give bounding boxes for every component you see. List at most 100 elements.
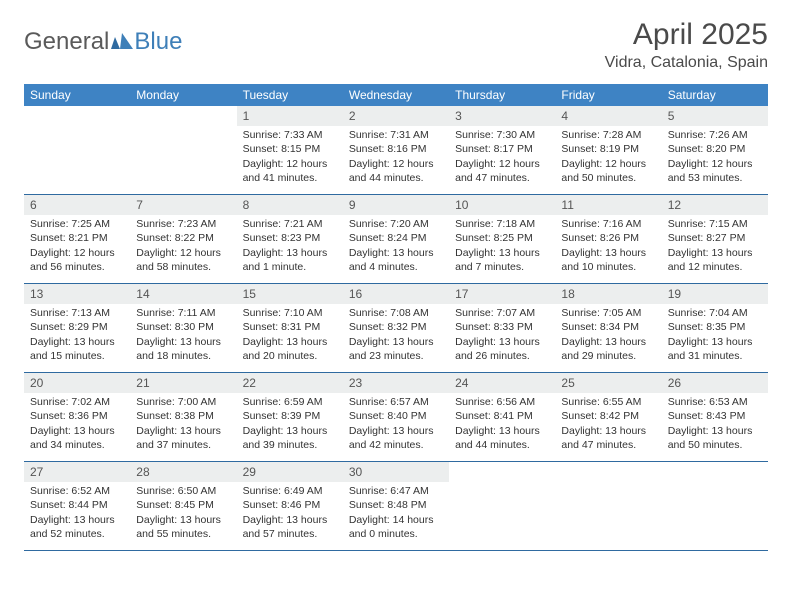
day-cell: 25Sunrise: 6:55 AMSunset: 8:42 PMDayligh…: [555, 373, 661, 461]
weekday-header: Wednesday: [343, 84, 449, 106]
header: General Blue April 2025 Vidra, Catalonia…: [24, 18, 768, 72]
day-cell: 27Sunrise: 6:52 AMSunset: 8:44 PMDayligh…: [24, 462, 130, 550]
day-cell: [130, 106, 236, 194]
week-row: 20Sunrise: 7:02 AMSunset: 8:36 PMDayligh…: [24, 373, 768, 462]
day-cell: [24, 106, 130, 194]
day-number: 30: [343, 462, 449, 482]
day-number: 14: [130, 284, 236, 304]
day-cell: 4Sunrise: 7:28 AMSunset: 8:19 PMDaylight…: [555, 106, 661, 194]
day-number: 21: [130, 373, 236, 393]
day-number: 24: [449, 373, 555, 393]
day-cell: 8Sunrise: 7:21 AMSunset: 8:23 PMDaylight…: [237, 195, 343, 283]
day-details: Sunrise: 7:20 AMSunset: 8:24 PMDaylight:…: [343, 217, 449, 274]
day-number: 13: [24, 284, 130, 304]
day-cell: 21Sunrise: 7:00 AMSunset: 8:38 PMDayligh…: [130, 373, 236, 461]
day-details: Sunrise: 7:13 AMSunset: 8:29 PMDaylight:…: [24, 306, 130, 363]
day-cell: 6Sunrise: 7:25 AMSunset: 8:21 PMDaylight…: [24, 195, 130, 283]
day-cell: 7Sunrise: 7:23 AMSunset: 8:22 PMDaylight…: [130, 195, 236, 283]
day-cell: 20Sunrise: 7:02 AMSunset: 8:36 PMDayligh…: [24, 373, 130, 461]
day-details: Sunrise: 7:26 AMSunset: 8:20 PMDaylight:…: [662, 128, 768, 185]
week-row: 1Sunrise: 7:33 AMSunset: 8:15 PMDaylight…: [24, 106, 768, 195]
day-cell: 13Sunrise: 7:13 AMSunset: 8:29 PMDayligh…: [24, 284, 130, 372]
day-number: 8: [237, 195, 343, 215]
day-cell: [555, 462, 661, 550]
day-cell: 23Sunrise: 6:57 AMSunset: 8:40 PMDayligh…: [343, 373, 449, 461]
logo-text-general: General: [24, 28, 109, 56]
day-details: Sunrise: 7:11 AMSunset: 8:30 PMDaylight:…: [130, 306, 236, 363]
day-details: Sunrise: 7:25 AMSunset: 8:21 PMDaylight:…: [24, 217, 130, 274]
day-details: Sunrise: 6:50 AMSunset: 8:45 PMDaylight:…: [130, 484, 236, 541]
day-cell: 30Sunrise: 6:47 AMSunset: 8:48 PMDayligh…: [343, 462, 449, 550]
day-details: Sunrise: 7:28 AMSunset: 8:19 PMDaylight:…: [555, 128, 661, 185]
day-number: 16: [343, 284, 449, 304]
day-cell: [449, 462, 555, 550]
day-cell: 5Sunrise: 7:26 AMSunset: 8:20 PMDaylight…: [662, 106, 768, 194]
day-details: Sunrise: 7:16 AMSunset: 8:26 PMDaylight:…: [555, 217, 661, 274]
day-cell: 15Sunrise: 7:10 AMSunset: 8:31 PMDayligh…: [237, 284, 343, 372]
day-cell: [662, 462, 768, 550]
day-number: 15: [237, 284, 343, 304]
day-details: Sunrise: 6:52 AMSunset: 8:44 PMDaylight:…: [24, 484, 130, 541]
day-cell: 18Sunrise: 7:05 AMSunset: 8:34 PMDayligh…: [555, 284, 661, 372]
day-number: 20: [24, 373, 130, 393]
weekday-header: Thursday: [449, 84, 555, 106]
day-number: 18: [555, 284, 661, 304]
day-details: Sunrise: 7:18 AMSunset: 8:25 PMDaylight:…: [449, 217, 555, 274]
day-details: Sunrise: 6:53 AMSunset: 8:43 PMDaylight:…: [662, 395, 768, 452]
week-row: 13Sunrise: 7:13 AMSunset: 8:29 PMDayligh…: [24, 284, 768, 373]
day-number: 11: [555, 195, 661, 215]
day-details: Sunrise: 7:31 AMSunset: 8:16 PMDaylight:…: [343, 128, 449, 185]
day-cell: 24Sunrise: 6:56 AMSunset: 8:41 PMDayligh…: [449, 373, 555, 461]
day-number: 28: [130, 462, 236, 482]
day-details: Sunrise: 7:02 AMSunset: 8:36 PMDaylight:…: [24, 395, 130, 452]
day-cell: 22Sunrise: 6:59 AMSunset: 8:39 PMDayligh…: [237, 373, 343, 461]
day-number: 6: [24, 195, 130, 215]
day-details: Sunrise: 6:49 AMSunset: 8:46 PMDaylight:…: [237, 484, 343, 541]
day-cell: 19Sunrise: 7:04 AMSunset: 8:35 PMDayligh…: [662, 284, 768, 372]
day-details: Sunrise: 6:55 AMSunset: 8:42 PMDaylight:…: [555, 395, 661, 452]
day-number: 4: [555, 106, 661, 126]
day-cell: 26Sunrise: 6:53 AMSunset: 8:43 PMDayligh…: [662, 373, 768, 461]
day-details: Sunrise: 7:05 AMSunset: 8:34 PMDaylight:…: [555, 306, 661, 363]
day-number: 22: [237, 373, 343, 393]
day-number: 5: [662, 106, 768, 126]
day-number: 19: [662, 284, 768, 304]
logo: General Blue: [24, 18, 182, 56]
day-cell: 3Sunrise: 7:30 AMSunset: 8:17 PMDaylight…: [449, 106, 555, 194]
day-details: Sunrise: 7:15 AMSunset: 8:27 PMDaylight:…: [662, 217, 768, 274]
weeks-container: 1Sunrise: 7:33 AMSunset: 8:15 PMDaylight…: [24, 106, 768, 551]
month-title: April 2025: [605, 18, 768, 52]
weekday-header: Saturday: [662, 84, 768, 106]
day-cell: 2Sunrise: 7:31 AMSunset: 8:16 PMDaylight…: [343, 106, 449, 194]
day-cell: 12Sunrise: 7:15 AMSunset: 8:27 PMDayligh…: [662, 195, 768, 283]
weekday-header: Tuesday: [237, 84, 343, 106]
day-details: Sunrise: 7:04 AMSunset: 8:35 PMDaylight:…: [662, 306, 768, 363]
day-details: Sunrise: 7:08 AMSunset: 8:32 PMDaylight:…: [343, 306, 449, 363]
day-cell: 28Sunrise: 6:50 AMSunset: 8:45 PMDayligh…: [130, 462, 236, 550]
day-details: Sunrise: 6:47 AMSunset: 8:48 PMDaylight:…: [343, 484, 449, 541]
day-number: 2: [343, 106, 449, 126]
day-number: 9: [343, 195, 449, 215]
weekday-header-row: SundayMondayTuesdayWednesdayThursdayFrid…: [24, 84, 768, 106]
weekday-header: Sunday: [24, 84, 130, 106]
day-details: Sunrise: 7:10 AMSunset: 8:31 PMDaylight:…: [237, 306, 343, 363]
day-cell: 10Sunrise: 7:18 AMSunset: 8:25 PMDayligh…: [449, 195, 555, 283]
day-details: Sunrise: 7:00 AMSunset: 8:38 PMDaylight:…: [130, 395, 236, 452]
logo-flag-icon: [111, 30, 133, 58]
day-number: 29: [237, 462, 343, 482]
day-number: 10: [449, 195, 555, 215]
day-cell: 1Sunrise: 7:33 AMSunset: 8:15 PMDaylight…: [237, 106, 343, 194]
location: Vidra, Catalonia, Spain: [605, 54, 768, 72]
day-number: 27: [24, 462, 130, 482]
week-row: 6Sunrise: 7:25 AMSunset: 8:21 PMDaylight…: [24, 195, 768, 284]
week-row: 27Sunrise: 6:52 AMSunset: 8:44 PMDayligh…: [24, 462, 768, 551]
day-cell: 14Sunrise: 7:11 AMSunset: 8:30 PMDayligh…: [130, 284, 236, 372]
day-cell: 17Sunrise: 7:07 AMSunset: 8:33 PMDayligh…: [449, 284, 555, 372]
day-cell: 9Sunrise: 7:20 AMSunset: 8:24 PMDaylight…: [343, 195, 449, 283]
day-number: 23: [343, 373, 449, 393]
weekday-header: Monday: [130, 84, 236, 106]
day-number: 3: [449, 106, 555, 126]
day-number: 25: [555, 373, 661, 393]
day-cell: 29Sunrise: 6:49 AMSunset: 8:46 PMDayligh…: [237, 462, 343, 550]
day-number: 7: [130, 195, 236, 215]
